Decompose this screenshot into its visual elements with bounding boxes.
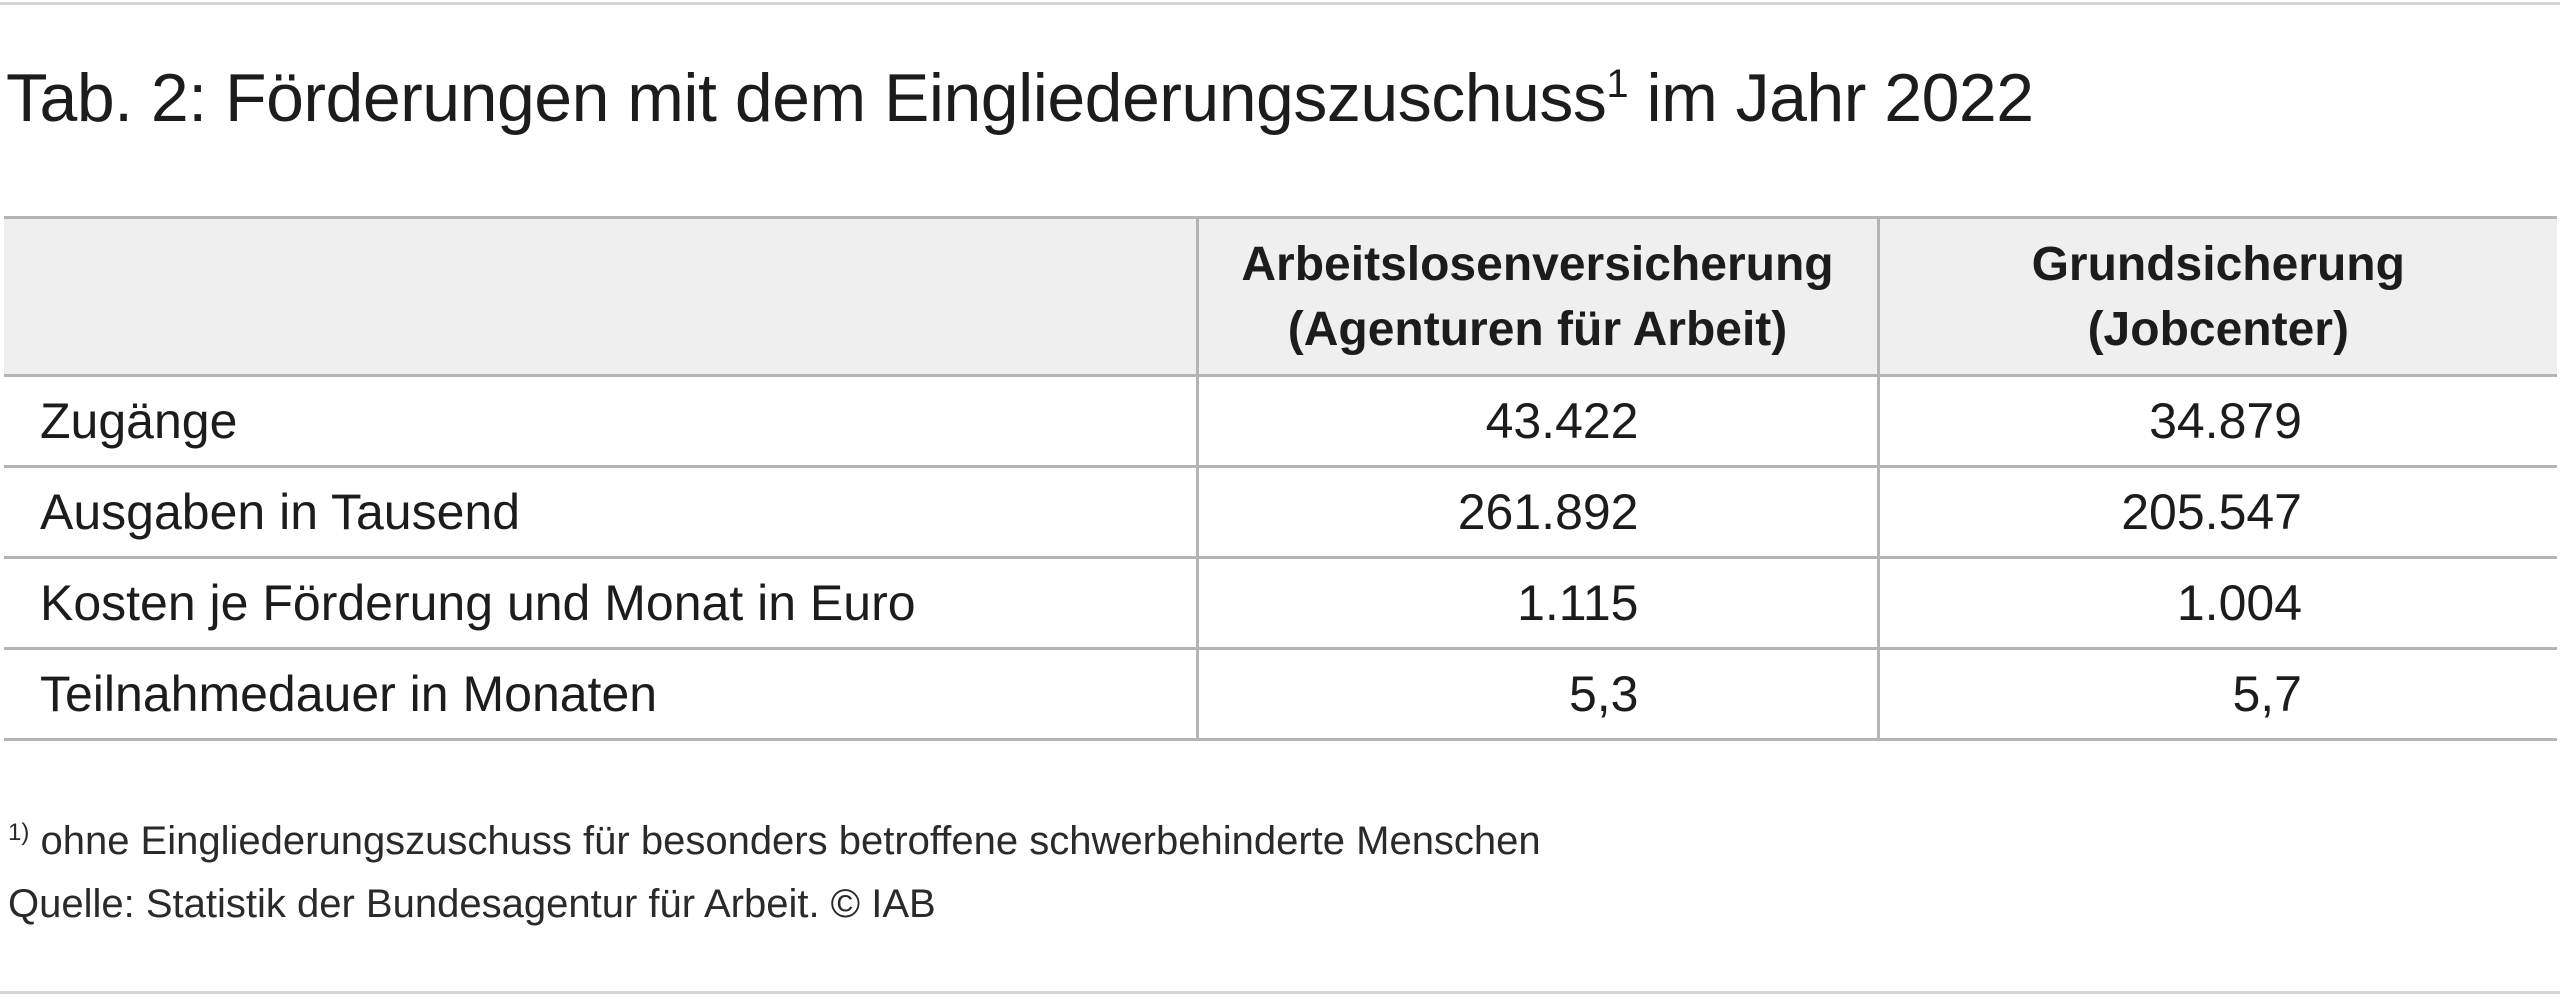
header-arbeitslosenversicherung: Arbeitslosenversicherung (Agenturen für …: [1195, 216, 1878, 377]
bottom-divider: [0, 991, 2560, 994]
cell-grundsicherung: 34.879: [1876, 374, 2557, 468]
source-line: Quelle: Statistik der Bundesagentur für …: [8, 882, 936, 926]
footnote: 1) ohne Eingliederungszuschuss für beson…: [8, 815, 1541, 867]
footnote-text: ohne Eingliederungszuschuss für besonder…: [29, 819, 1541, 863]
table-row: Zugänge 43.422 34.879: [4, 374, 2557, 468]
top-divider: [0, 2, 2560, 5]
header-grundsicherung: Grundsicherung (Jobcenter): [1876, 216, 2557, 377]
header-line-2: (Agenturen für Arbeit): [1287, 302, 1788, 356]
row-label: Kosten je Förderung und Monat in Euro: [4, 556, 1197, 650]
cell-arbeitslosenversicherung: 261.892: [1195, 465, 1878, 559]
cell-arbeitslosenversicherung: 5,3: [1195, 647, 1878, 741]
cell-grundsicherung: 205.547: [1876, 465, 2557, 559]
funding-table: Arbeitslosenversicherung (Agenturen für …: [4, 216, 2557, 741]
table-title: Tab. 2: Förderungen mit dem Eingliederun…: [6, 58, 2034, 138]
cell-arbeitslosenversicherung: 43.422: [1195, 374, 1878, 468]
title-footnote-marker: 1: [1606, 62, 1629, 106]
table-row: Teilnahmedauer in Monaten 5,3 5,7: [4, 647, 2557, 741]
table-row: Kosten je Förderung und Monat in Euro 1.…: [4, 556, 2557, 650]
table-title-year: im Jahr 2022: [1628, 60, 2034, 136]
table-header-row: Arbeitslosenversicherung (Agenturen für …: [4, 216, 2557, 377]
header-line-2: (Jobcenter): [2087, 302, 2349, 356]
table-row: Ausgaben in Tausend 261.892 205.547: [4, 465, 2557, 559]
header-line-1: Arbeitslosenversicherung: [1241, 237, 1834, 291]
cell-arbeitslosenversicherung: 1.115: [1195, 556, 1878, 650]
row-label: Teilnahmedauer in Monaten: [4, 647, 1197, 741]
cell-grundsicherung: 1.004: [1876, 556, 2557, 650]
header-line-1: Grundsicherung: [2031, 237, 2405, 291]
footnote-marker: 1): [8, 819, 30, 846]
cell-grundsicherung: 5,7: [1876, 647, 2557, 741]
header-empty-cell: [4, 216, 1197, 377]
row-label: Zugänge: [4, 374, 1197, 468]
row-label: Ausgaben in Tausend: [4, 465, 1197, 559]
table-title-text: Tab. 2: Förderungen mit dem Eingliederun…: [6, 60, 1607, 136]
